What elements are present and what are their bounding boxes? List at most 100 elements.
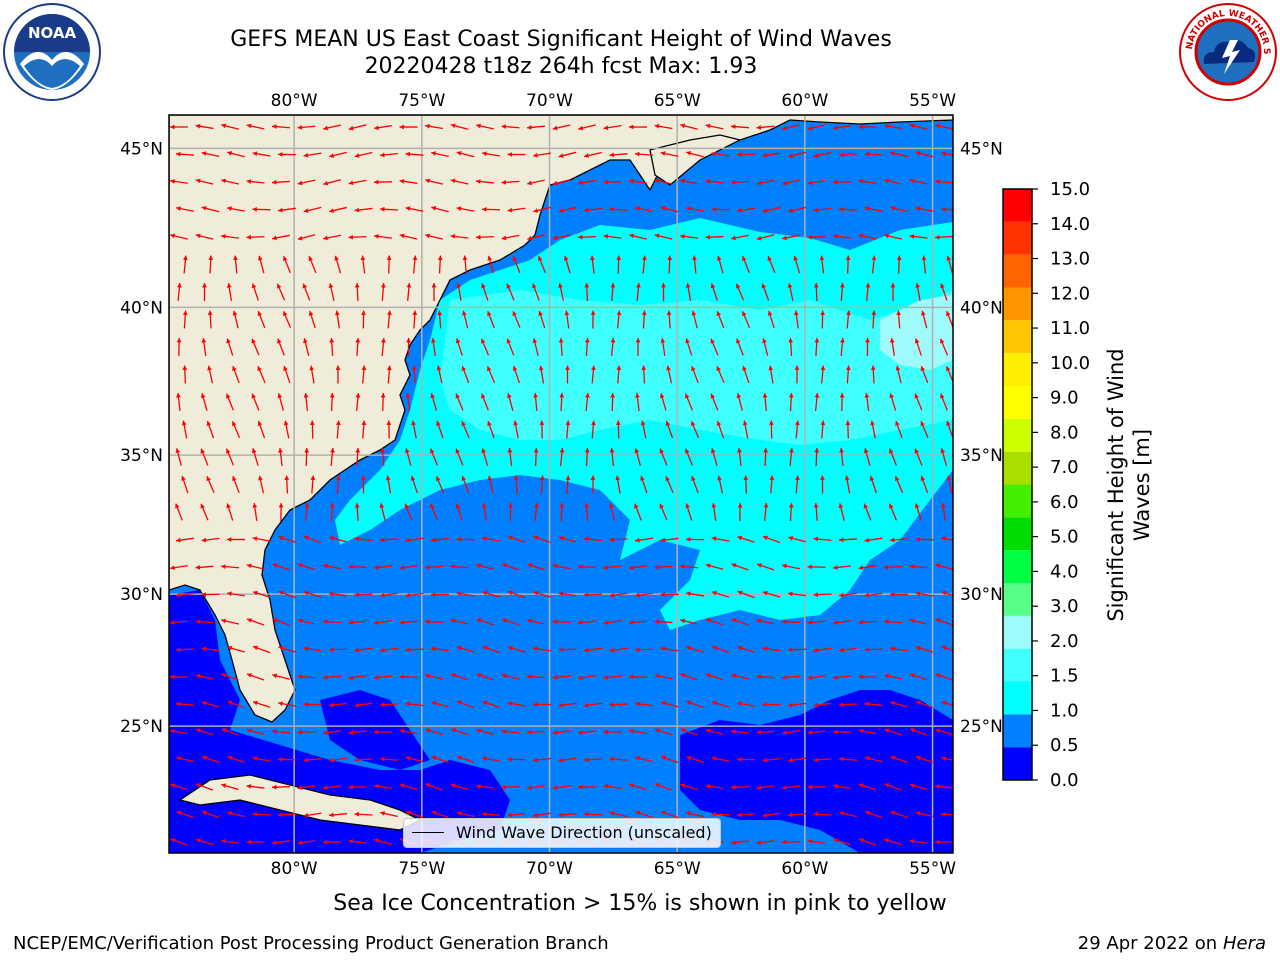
wave-direction-arrow — [762, 152, 781, 158]
wave-direction-arrow — [336, 420, 341, 439]
wave-direction-arrow — [666, 310, 672, 329]
lon-label-bottom-4: 60°W — [781, 859, 828, 879]
wave-direction-arrow — [431, 282, 437, 302]
wave-direction-arrow — [934, 784, 953, 789]
lon-label-bottom-5: 55°W — [909, 859, 956, 879]
wave-direction-arrow — [399, 783, 418, 791]
colorbar-tick-label-9: 7.0 — [1050, 457, 1079, 478]
wave-direction-arrow — [425, 728, 443, 736]
wave-direction-arrow — [807, 730, 826, 735]
wave-direction-arrow — [635, 337, 641, 357]
wave-direction-arrow — [762, 392, 768, 412]
wave-direction-arrow — [610, 282, 616, 302]
wave-direction-arrow — [373, 675, 393, 680]
wave-direction-arrow — [348, 564, 367, 570]
wave-direction-arrow — [609, 537, 628, 543]
wave-direction-arrow — [705, 784, 724, 789]
wave-direction-arrow — [610, 337, 616, 357]
wave-direction-arrow — [558, 283, 565, 301]
wave-direction-arrow — [379, 647, 399, 653]
wave-direction-arrow — [558, 535, 577, 543]
wave-direction-arrow — [795, 420, 800, 439]
wave-direction-arrow — [431, 206, 449, 213]
wave-direction-arrow — [865, 337, 870, 357]
wave-direction-arrow — [456, 591, 475, 597]
wave-direction-arrow — [858, 728, 877, 735]
wave-direction-arrow — [201, 337, 207, 357]
wave-direction-arrow — [686, 645, 704, 653]
wave-direction-arrow — [506, 283, 515, 301]
wave-direction-arrow — [731, 673, 749, 680]
wave-direction-arrow — [684, 393, 694, 411]
wave-direction-arrow — [455, 503, 463, 521]
wave-direction-arrow — [813, 536, 832, 542]
wave-direction-arrow — [552, 563, 571, 570]
wave-direction-arrow — [807, 675, 826, 681]
wave-direction-arrow — [935, 563, 953, 570]
wave-direction-arrow — [884, 673, 902, 680]
wave-direction-arrow — [660, 151, 679, 158]
wave-direction-arrow — [716, 420, 725, 439]
wave-direction-arrow — [642, 255, 647, 274]
wave-direction-arrow — [227, 811, 245, 818]
wave-direction-arrow — [386, 420, 392, 439]
wave-direction-arrow — [940, 206, 953, 212]
wave-direction-arrow — [915, 283, 921, 301]
wave-direction-arrow — [889, 537, 909, 543]
wave-direction-arrow — [634, 503, 642, 521]
wave-direction-arrow — [629, 233, 647, 240]
wave-direction-arrow — [935, 618, 953, 626]
wave-direction-arrow — [686, 811, 704, 818]
wave-direction-arrow — [354, 207, 373, 213]
wave-direction-arrow — [206, 420, 215, 439]
wave-direction-arrow — [405, 701, 424, 707]
colorbar-segment-5 — [1003, 583, 1032, 616]
wave-direction-arrow — [864, 206, 883, 212]
wave-direction-arrow — [711, 206, 730, 212]
wave-direction-arrow — [660, 537, 679, 543]
wave-direction-arrow — [207, 365, 214, 384]
wave-direction-arrow — [462, 255, 468, 274]
wave-direction-arrow — [807, 838, 826, 844]
wave-direction-arrow — [686, 151, 704, 158]
wave-direction-arrow — [251, 338, 260, 356]
wave-direction-arrow — [763, 502, 769, 522]
wave-direction-arrow — [322, 674, 342, 680]
wave-direction-arrow — [820, 365, 826, 384]
wave-direction-arrow — [685, 537, 705, 542]
wave-direction-arrow — [450, 564, 469, 570]
colorbar-segment-13 — [1003, 320, 1032, 354]
wave-direction-arrow — [507, 756, 526, 762]
wave-direction-arrow — [731, 563, 749, 571]
wave-direction-arrow — [195, 673, 214, 680]
wave-direction-arrow — [654, 673, 673, 680]
wave-direction-arrow — [820, 420, 826, 439]
colorbar-segment-2 — [1003, 681, 1032, 715]
wave-direction-arrow — [640, 420, 647, 439]
wave-direction-arrow — [380, 282, 386, 302]
lon-label-bottom-3: 65°W — [654, 859, 701, 879]
colorbar-tick-label-12: 10.0 — [1050, 353, 1090, 374]
wave-direction-arrow — [533, 535, 551, 544]
wave-direction-arrow — [890, 700, 908, 708]
wave-direction-arrow — [221, 618, 239, 625]
wave-direction-arrow — [251, 283, 259, 301]
wave-direction-arrow — [195, 178, 214, 185]
wave-direction-arrow — [456, 283, 462, 301]
wave-direction-arrow — [565, 420, 571, 439]
wave-direction-arrow — [769, 420, 774, 439]
wave-direction-arrow — [909, 673, 928, 681]
wave-direction-arrow — [807, 179, 826, 186]
wave-direction-arrow — [736, 338, 744, 356]
wave-direction-arrow — [884, 783, 902, 791]
wave-direction-arrow — [941, 536, 953, 541]
wave-direction-arrow — [430, 393, 438, 411]
wave-direction-arrow — [348, 234, 367, 240]
wave-direction-arrow — [226, 338, 234, 356]
wave-direction-arrow — [303, 757, 322, 763]
wave-direction-arrow — [195, 123, 214, 130]
wave-direction-arrow — [310, 475, 316, 494]
wave-direction-arrow — [507, 590, 526, 599]
wave-direction-arrow — [640, 475, 648, 494]
colorbar-segment-10 — [1003, 418, 1032, 452]
